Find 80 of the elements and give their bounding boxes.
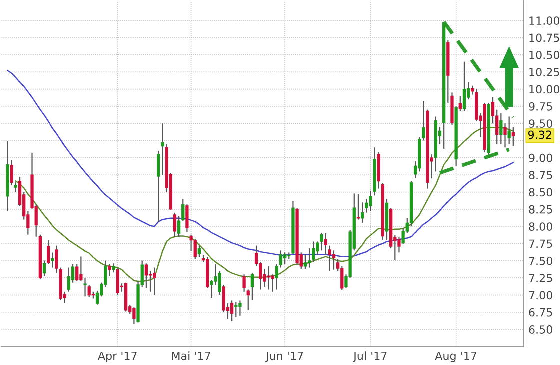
candlestick xyxy=(320,232,324,252)
y-tick-label: 9.50 xyxy=(529,120,552,128)
candlestick xyxy=(500,112,503,145)
candlestick xyxy=(275,264,278,290)
y-tick-label: 8.00 xyxy=(529,222,552,231)
candlestick xyxy=(84,278,87,298)
candlestick xyxy=(398,236,401,254)
candlestick xyxy=(144,263,148,289)
candlestick xyxy=(234,302,238,318)
candlestick xyxy=(76,264,79,282)
candlestick xyxy=(88,284,91,298)
candlestick xyxy=(312,241,316,263)
candlestick xyxy=(324,232,328,256)
candlestick xyxy=(279,250,283,268)
candlestick xyxy=(356,194,360,220)
candlestick xyxy=(462,61,466,112)
annotation: 9.32 xyxy=(528,130,552,140)
y-tick-label: 7.50 xyxy=(529,256,552,266)
candlestick xyxy=(173,212,177,238)
candlestick xyxy=(308,248,312,268)
candlestick xyxy=(508,116,511,145)
y-tick-label: 11.00 xyxy=(530,16,560,26)
candlestick xyxy=(328,245,332,272)
candlestick xyxy=(194,238,197,260)
candlestick xyxy=(250,272,254,301)
candlestick xyxy=(177,216,181,238)
candlestick xyxy=(365,198,368,214)
candlestick xyxy=(10,159,14,186)
candlestick xyxy=(230,300,234,322)
candlestick xyxy=(42,260,46,277)
candlestick xyxy=(198,245,202,258)
candlestick xyxy=(182,198,185,222)
y-tick-label: 9.00 xyxy=(529,154,552,162)
candlestick xyxy=(271,274,274,292)
y-tick-label: 7.00 xyxy=(529,291,552,300)
candlestick xyxy=(210,280,214,299)
candlestick xyxy=(458,96,462,112)
candlestick xyxy=(161,123,164,176)
y-tick-label: 9.75 xyxy=(529,102,552,111)
candlestick xyxy=(47,240,50,265)
y-tick-label: 10.00 xyxy=(530,85,560,94)
candlestick xyxy=(242,274,246,292)
candlestick xyxy=(246,289,250,311)
y-tick-label: 7.75 xyxy=(529,240,552,248)
candlestick xyxy=(512,126,515,147)
candlestick xyxy=(369,190,372,212)
x-tick-label: Jun '17 xyxy=(265,352,304,362)
y-tick-label: 6.50 xyxy=(529,326,552,334)
candlestick xyxy=(238,300,242,316)
candlestick xyxy=(222,284,226,313)
x-tick-label: Aug '17 xyxy=(435,352,477,362)
candlestick xyxy=(332,250,336,270)
candlestick xyxy=(360,202,364,224)
candlestick xyxy=(14,181,18,193)
y-tick-label: 10.75 xyxy=(530,34,560,42)
candlestick xyxy=(186,204,189,233)
candlestick xyxy=(340,266,344,292)
y-tick-label: 7.25 xyxy=(529,274,552,282)
x-tick-label: Jul '17 xyxy=(353,352,387,362)
candlestick xyxy=(67,267,71,292)
y-tick-label: 8.75 xyxy=(529,171,552,180)
candlestick xyxy=(153,267,156,296)
candlestick xyxy=(304,254,308,270)
y-tick-label: 8.25 xyxy=(529,205,552,214)
candlestick xyxy=(51,252,54,268)
candlestick xyxy=(218,270,222,296)
candlestick xyxy=(422,100,426,142)
candlestick xyxy=(283,252,287,265)
y-tick-label: 6.75 xyxy=(529,308,552,317)
y-tick-label: 10.50 xyxy=(530,50,560,60)
y-tick-label: 8.50 xyxy=(529,188,552,197)
candlestick xyxy=(108,264,112,277)
y-tick-label: 10.25 xyxy=(530,68,560,77)
x-tick-label: Apr '17 xyxy=(98,352,137,362)
candlestick xyxy=(116,267,120,296)
candlestick xyxy=(157,150,160,224)
candlestick xyxy=(267,266,270,290)
candlestick xyxy=(504,123,507,148)
x-tick-label: Mai '17 xyxy=(172,352,210,360)
candlestick xyxy=(132,307,136,325)
